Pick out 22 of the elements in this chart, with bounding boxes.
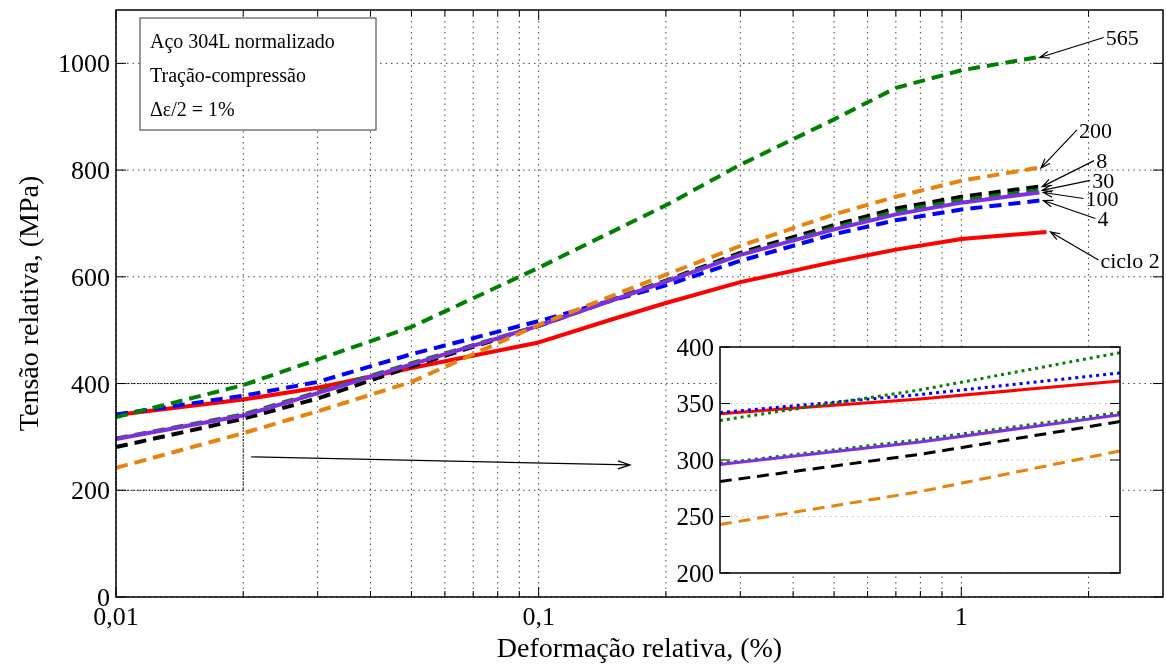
annotation: ciclo 2 [1100, 247, 1160, 273]
x-axis-title: Deformação relativa, (%) [496, 632, 783, 663]
y-tick-label: 300 [676, 446, 714, 474]
y-axis-title: Tensão relativa, (MPa) [13, 175, 44, 432]
y-tick-label: 600 [71, 262, 110, 292]
y-tick-label: 1000 [58, 49, 110, 79]
annotation: Δε/2 = 1% [150, 98, 235, 120]
annotation: Tração-compressão [150, 64, 306, 87]
y-tick-label: 400 [676, 333, 714, 361]
annotation: 4 [1097, 206, 1109, 232]
annotation: Aço 304L normalizado [150, 30, 335, 53]
annotation: 8 [1096, 148, 1108, 174]
y-tick-label: 200 [71, 476, 110, 506]
y-tick-label: 400 [71, 369, 110, 399]
x-tick-label: 1 [954, 602, 968, 631]
y-tick-label: 800 [71, 156, 110, 186]
y-tick-label: 200 [676, 559, 714, 587]
y-tick-label: 350 [676, 390, 714, 418]
annotation: 200 [1078, 117, 1112, 143]
y-tick-label: 250 [676, 503, 714, 531]
annotation: 565 [1105, 25, 1139, 51]
x-tick-label: 0,1 [522, 602, 555, 631]
